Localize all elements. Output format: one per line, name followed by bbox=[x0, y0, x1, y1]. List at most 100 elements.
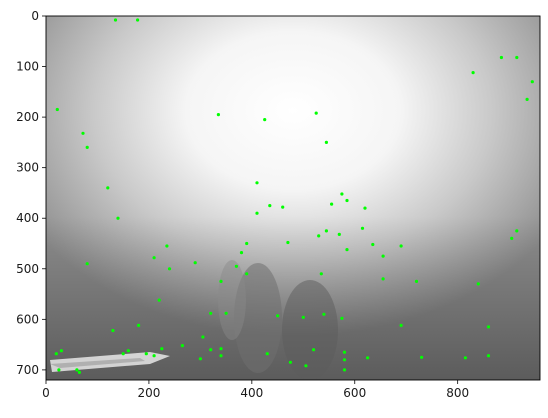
x-tick-label: 800 bbox=[446, 386, 469, 400]
data-point bbox=[106, 186, 110, 190]
data-point bbox=[515, 55, 519, 60]
data-point bbox=[137, 323, 141, 327]
data-point bbox=[381, 277, 385, 281]
data-point bbox=[471, 71, 475, 75]
data-point bbox=[216, 113, 220, 117]
data-point bbox=[340, 192, 344, 196]
data-point bbox=[363, 206, 367, 210]
y-tick-label: 300 bbox=[16, 161, 39, 175]
data-point bbox=[136, 18, 140, 22]
data-point bbox=[324, 229, 328, 233]
x-tick-label: 600 bbox=[343, 386, 366, 400]
data-point bbox=[265, 352, 269, 356]
data-point bbox=[371, 242, 375, 247]
data-point bbox=[180, 344, 184, 348]
data-point bbox=[77, 370, 81, 374]
data-point bbox=[366, 356, 370, 360]
data-point bbox=[342, 368, 347, 372]
data-point bbox=[152, 354, 156, 358]
data-point bbox=[116, 216, 120, 220]
data-point bbox=[165, 244, 169, 248]
data-point bbox=[288, 360, 292, 364]
y-tick-label: 200 bbox=[16, 110, 39, 124]
data-point bbox=[276, 314, 280, 318]
data-point bbox=[337, 232, 341, 236]
y-tick-label: 100 bbox=[16, 60, 39, 74]
y-tick-label: 600 bbox=[16, 312, 39, 326]
data-point bbox=[515, 229, 519, 233]
data-point bbox=[324, 140, 328, 144]
data-point bbox=[263, 118, 267, 122]
data-point bbox=[304, 364, 308, 368]
data-point bbox=[209, 348, 213, 352]
plot-frame bbox=[45, 15, 541, 381]
data-point bbox=[414, 279, 419, 283]
data-point bbox=[345, 248, 349, 252]
data-point bbox=[160, 347, 164, 351]
data-point bbox=[268, 204, 272, 208]
data-point bbox=[281, 205, 285, 209]
data-point bbox=[224, 311, 228, 315]
data-point bbox=[463, 356, 467, 360]
data-point bbox=[126, 349, 130, 353]
data-point bbox=[399, 323, 403, 327]
y-tick-label: 500 bbox=[16, 262, 39, 276]
data-point bbox=[81, 131, 85, 135]
x-tick-label: 0 bbox=[42, 386, 50, 400]
data-point bbox=[113, 18, 118, 22]
data-point bbox=[57, 368, 61, 372]
data-point bbox=[530, 80, 534, 84]
data-point bbox=[245, 241, 249, 246]
data-point bbox=[54, 352, 58, 356]
x-tick-label: 200 bbox=[137, 386, 160, 400]
data-point bbox=[420, 355, 424, 359]
data-point bbox=[111, 328, 115, 333]
y-tick-label: 0 bbox=[31, 9, 39, 23]
data-point bbox=[85, 145, 89, 149]
data-point bbox=[486, 354, 491, 358]
data-point bbox=[198, 357, 202, 361]
data-point bbox=[255, 211, 259, 215]
data-point bbox=[486, 325, 491, 329]
data-point bbox=[219, 347, 223, 351]
data-point bbox=[342, 350, 347, 354]
data-point bbox=[314, 111, 318, 115]
data-point bbox=[340, 316, 344, 320]
data-point bbox=[342, 358, 347, 362]
scatter-points bbox=[54, 18, 534, 374]
data-point bbox=[201, 335, 205, 339]
data-point bbox=[312, 348, 316, 352]
data-point bbox=[319, 272, 323, 276]
data-point bbox=[245, 272, 249, 276]
y-tick-label: 700 bbox=[16, 363, 39, 377]
data-point bbox=[59, 349, 64, 353]
background-image bbox=[46, 16, 540, 380]
data-point bbox=[121, 352, 125, 356]
data-point bbox=[345, 198, 349, 203]
data-point bbox=[209, 311, 213, 315]
data-point bbox=[399, 244, 403, 248]
data-point bbox=[234, 264, 238, 268]
data-point bbox=[219, 279, 223, 283]
data-point bbox=[381, 254, 385, 258]
data-point bbox=[152, 256, 156, 260]
data-point bbox=[476, 282, 480, 286]
data-point bbox=[330, 202, 334, 206]
data-point bbox=[301, 315, 305, 319]
data-point bbox=[255, 181, 259, 185]
y-axis: 0 100 200 300 400 500 600 700 bbox=[16, 9, 46, 377]
y-tick-label: 400 bbox=[16, 211, 39, 225]
data-point bbox=[85, 262, 89, 266]
data-point bbox=[239, 251, 244, 255]
x-tick-label: 400 bbox=[240, 386, 263, 400]
data-point bbox=[317, 234, 321, 238]
data-point bbox=[219, 354, 223, 358]
data-point bbox=[167, 267, 172, 271]
data-point bbox=[360, 226, 365, 230]
data-point bbox=[144, 352, 148, 356]
data-point bbox=[55, 107, 59, 112]
x-axis: 0 200 400 600 800 bbox=[42, 380, 469, 400]
data-point bbox=[157, 298, 161, 302]
